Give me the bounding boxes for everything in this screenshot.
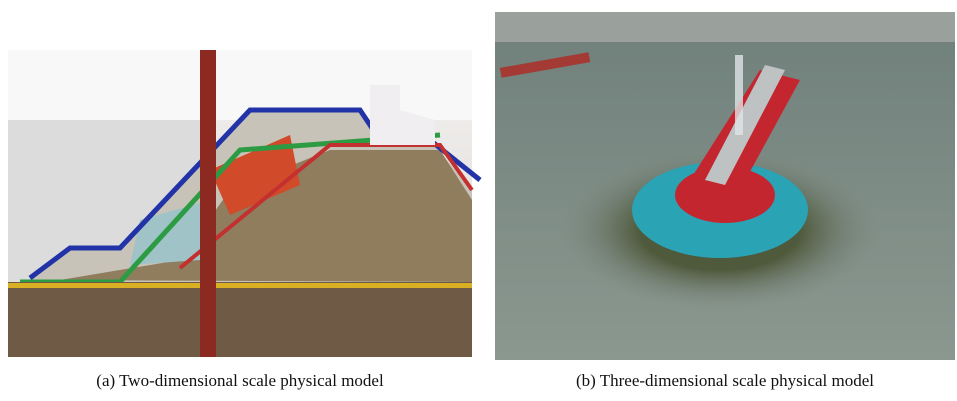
page: (a) Two-dimensional scale physical model…: [0, 0, 957, 401]
caption: (a) Two-dimensional scale physical model: [8, 371, 472, 391]
caption: (b) Three-dimensional scale physical mod…: [495, 371, 955, 391]
photo-3d-model: [495, 12, 955, 360]
figure-panels: [0, 0, 957, 365]
photo-2d-model: [8, 50, 480, 357]
